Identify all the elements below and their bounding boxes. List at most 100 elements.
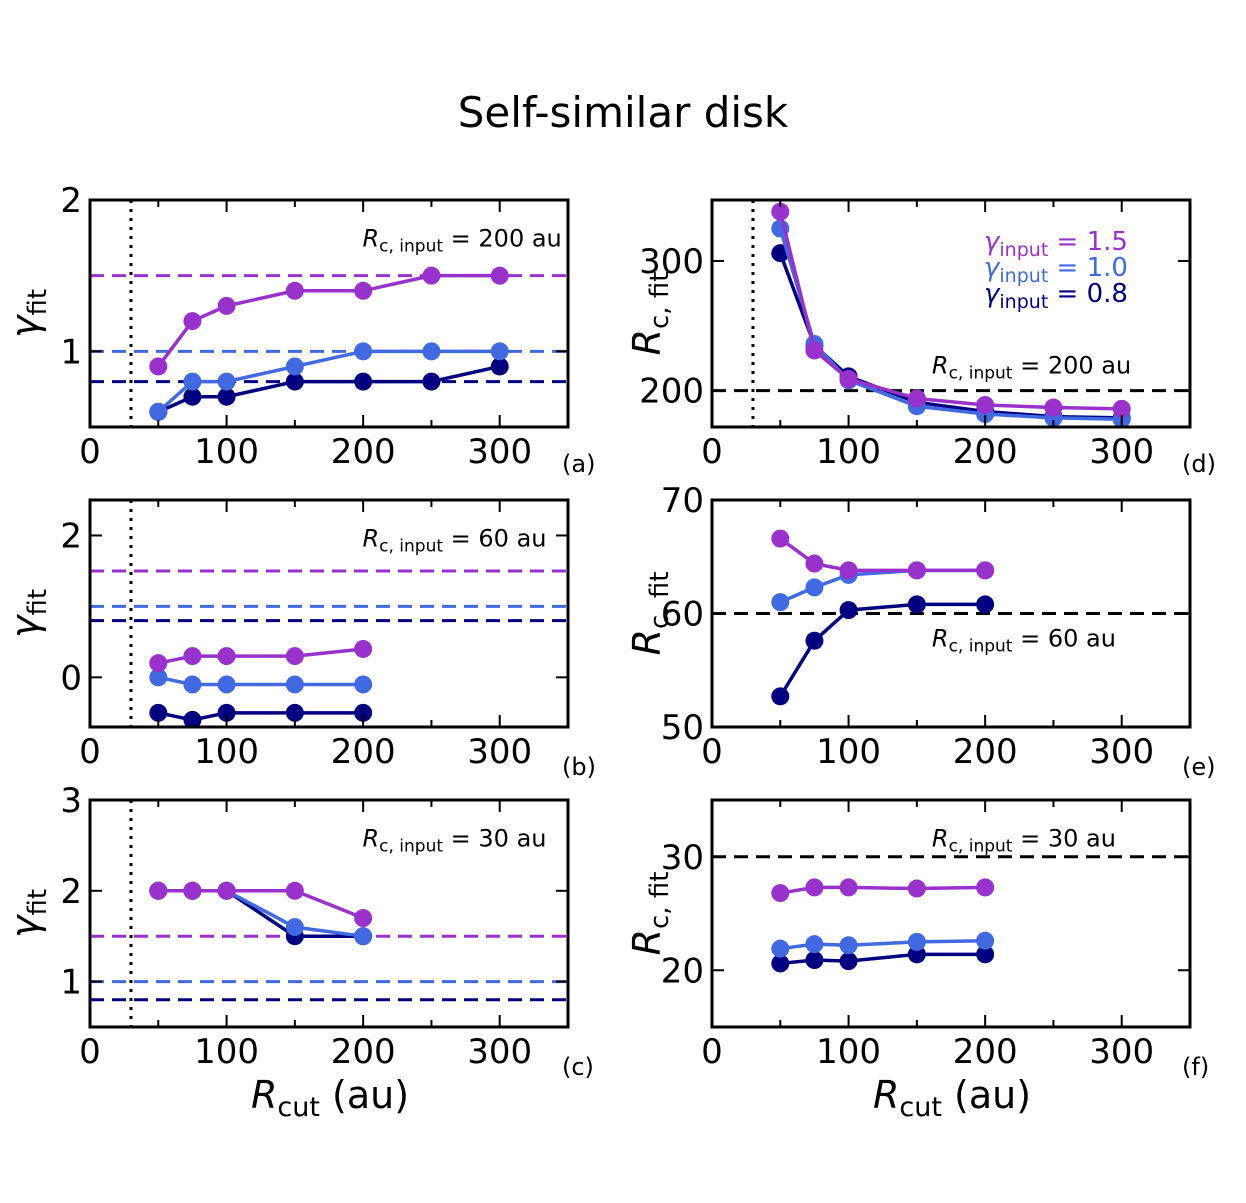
- data-point: [907, 945, 926, 964]
- data-point: [285, 372, 304, 391]
- input-annotation: Rc, input = 200 au: [362, 225, 561, 257]
- x-axis-label: Rcut (au): [873, 1073, 1031, 1123]
- data-point: [839, 370, 858, 389]
- x-tick-label: 200: [331, 432, 396, 472]
- x-tick-label: 0: [79, 732, 101, 772]
- data-point: [149, 668, 168, 687]
- data-point: [149, 881, 168, 900]
- y-tick-label: 2: [60, 516, 82, 556]
- y-tick-label: 2: [60, 181, 82, 221]
- data-point: [771, 529, 790, 548]
- panel-label: (b): [562, 753, 596, 781]
- data-point: [183, 387, 202, 406]
- x-tick-label: 200: [331, 1032, 396, 1072]
- x-tick-label: 300: [467, 1032, 532, 1072]
- panel-label: (e): [1182, 753, 1216, 781]
- data-point: [976, 561, 995, 580]
- y-tick-label: 0: [60, 658, 82, 698]
- data-point: [1044, 398, 1063, 417]
- data-point: [907, 595, 926, 614]
- data-point: [217, 372, 236, 391]
- x-tick-label: 100: [816, 432, 881, 472]
- y-tick-label: 70: [661, 481, 704, 521]
- y-tick-label: 60: [661, 595, 704, 635]
- legend-entry: γinput = 1.0: [984, 253, 1128, 287]
- panel-c: 0 100 200 300 1 2 3 γfit Rc, input = 30 au (c): [3, 781, 594, 1081]
- data-point: [217, 387, 236, 406]
- axes-frame: [88, 498, 570, 729]
- data-point: [183, 372, 202, 391]
- x-tick-label: 100: [194, 1032, 259, 1072]
- data-point: [839, 561, 858, 580]
- data-point: [976, 931, 995, 950]
- data-point: [285, 703, 304, 722]
- panel-label: (f): [1182, 1053, 1209, 1081]
- data-point: [422, 372, 441, 391]
- data-point: [805, 341, 824, 360]
- data-point: [839, 952, 858, 971]
- x-tick-label: 0: [79, 1032, 101, 1072]
- data-point: [217, 881, 236, 900]
- plot-area: [712, 855, 1190, 973]
- x-tick-label: 100: [816, 732, 881, 772]
- data-point: [771, 687, 790, 706]
- input-annotation: Rc, input = 30 au: [362, 825, 546, 857]
- data-point: [354, 372, 373, 391]
- data-point: [976, 395, 995, 414]
- data-point: [976, 878, 995, 897]
- x-tick-label: 300: [1089, 732, 1154, 772]
- plot-area: [90, 200, 568, 427]
- data-point: [354, 675, 373, 694]
- data-point: [354, 703, 373, 722]
- data-point: [490, 357, 509, 376]
- x-tick-label: 200: [953, 732, 1018, 772]
- data-point: [217, 703, 236, 722]
- x-axis-label: Rcut (au): [251, 1073, 409, 1123]
- data-point: [285, 357, 304, 376]
- data-point: [907, 879, 926, 898]
- data-point: [183, 710, 202, 727]
- data-point: [354, 639, 373, 658]
- data-point: [907, 932, 926, 951]
- data-point: [183, 881, 202, 900]
- data-point: [149, 654, 168, 673]
- y-axis-label: Rc, fit: [625, 872, 675, 956]
- data-point: [839, 878, 858, 897]
- y-tick-label: 1: [60, 332, 82, 372]
- y-tick-label: 20: [661, 951, 704, 991]
- series-line: [157, 364, 501, 414]
- data-point: [183, 312, 202, 331]
- plot-area: [712, 200, 1190, 427]
- y-axis-label: γfit: [3, 889, 53, 938]
- data-point: [805, 578, 824, 597]
- axes-frame: [710, 198, 1192, 429]
- y-axis-label: Rc, fit: [625, 572, 675, 656]
- data-point: [976, 945, 995, 964]
- plot-area: [712, 529, 1190, 706]
- axes-frame: [710, 798, 1192, 1029]
- data-point: [354, 342, 373, 361]
- data-point: [217, 647, 236, 666]
- legend-entry: γinput = 0.8: [984, 279, 1128, 313]
- data-point: [149, 703, 168, 722]
- panel-label: (c): [562, 1053, 594, 1081]
- x-tick-label: 100: [194, 732, 259, 772]
- data-point: [839, 936, 858, 955]
- y-axis-label: γfit: [3, 289, 53, 338]
- input-annotation: Rc, input = 60 au: [362, 525, 546, 557]
- data-point: [771, 954, 790, 973]
- data-point: [217, 296, 236, 315]
- data-point: [771, 202, 790, 221]
- data-point: [183, 675, 202, 694]
- axes-frame: [88, 198, 570, 429]
- data-point: [422, 266, 441, 285]
- data-point: [183, 647, 202, 666]
- data-point: [805, 878, 824, 897]
- data-point: [217, 675, 236, 694]
- data-point: [1112, 399, 1131, 418]
- data-point: [354, 927, 373, 946]
- data-point: [285, 675, 304, 694]
